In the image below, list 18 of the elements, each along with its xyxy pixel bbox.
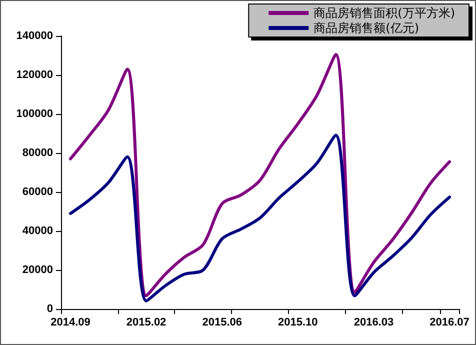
x-tick-label: 2015.10 (278, 316, 318, 328)
x-tick-label: 2015.02 (126, 316, 166, 328)
legend-label: 商品房销售额(亿元) (314, 21, 420, 35)
y-tick-label: 140000 (16, 30, 53, 42)
line-series (68, 134, 452, 302)
legend-label: 商品房销售面积(万平方米) (314, 6, 456, 20)
y-tick-label: 40000 (22, 225, 53, 237)
x-tick-label: 2016.03 (354, 316, 394, 328)
line-series (68, 53, 452, 298)
x-tick-label: 2014.09 (50, 316, 90, 328)
x-tick-label: 2015.06 (202, 316, 242, 328)
y-tick-label: 60000 (22, 186, 53, 198)
y-tick-label: 100000 (16, 108, 53, 120)
y-tick-label: 0 (46, 303, 53, 315)
x-tick-label: 2016.07 (430, 316, 470, 328)
y-tick-label: 120000 (16, 69, 53, 81)
y-tick-label: 20000 (22, 264, 53, 276)
y-tick-label: 80000 (22, 147, 53, 159)
